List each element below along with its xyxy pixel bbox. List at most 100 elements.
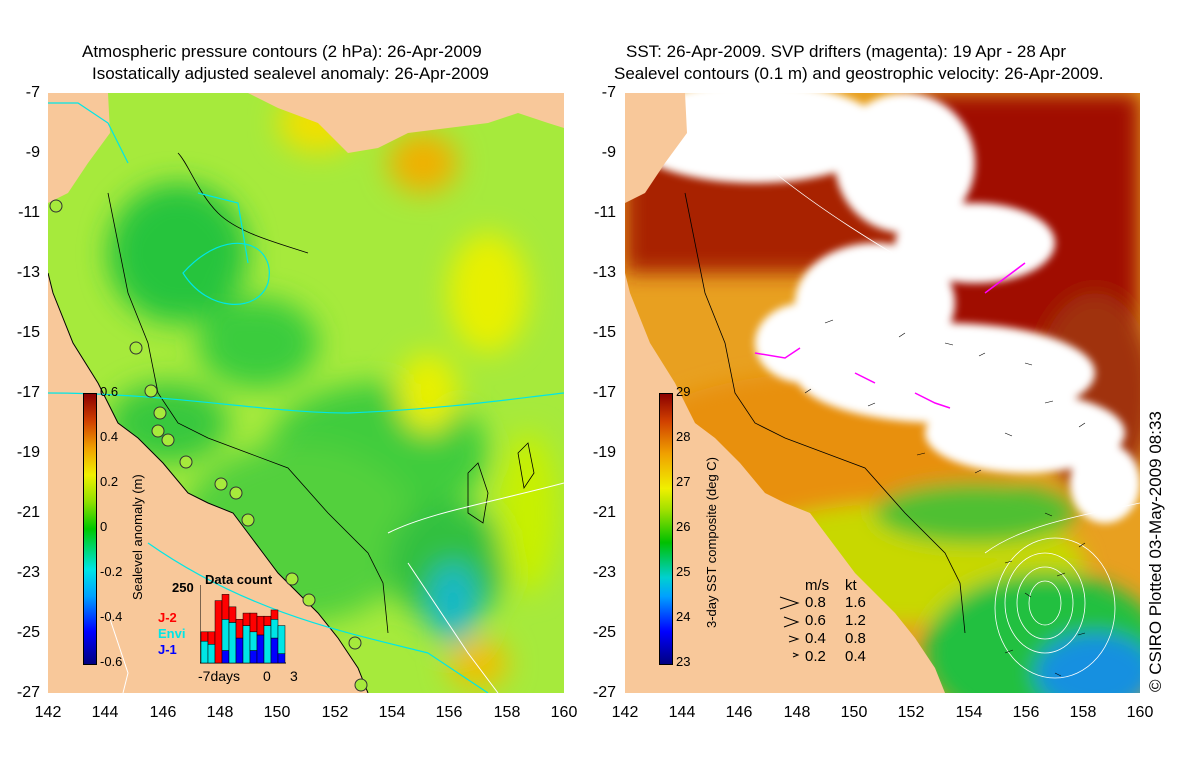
lon-tick: 142 <box>611 704 639 721</box>
cbar-tick: 0.4 <box>100 429 119 444</box>
lon-tick: 148 <box>783 704 811 721</box>
cbar-tick: 28 <box>676 429 691 444</box>
lat-tick: -17 <box>16 384 40 401</box>
png-landmass <box>248 93 564 153</box>
lon-tick: 156 <box>1012 704 1040 721</box>
sealevel-colorbar-label: Sealevel anomaly (m) <box>130 474 145 600</box>
histogram-bar-blue <box>235 637 244 664</box>
histogram-bar-cyan <box>221 619 230 651</box>
histogram-bar-blue <box>221 650 230 664</box>
hist-x-days: -7days <box>198 668 241 684</box>
histogram-bar-cyan <box>277 625 286 654</box>
lon-tick: 150 <box>263 704 291 721</box>
lon-tick: 156 <box>435 704 463 721</box>
sst-colorbar-label: 3-day SST composite (deg C) <box>704 457 719 628</box>
histogram-bar-red <box>242 612 251 626</box>
velocity-kt: 0.8 <box>845 630 866 647</box>
velocity-ms: 0.4 <box>805 630 826 647</box>
histogram-bar-cyan <box>228 622 237 664</box>
sst-map <box>625 93 1140 693</box>
sealevel-contours <box>774 172 1140 679</box>
histogram-bar-red <box>270 609 279 620</box>
cbar-tick: 29 <box>676 384 691 399</box>
lat-tick: -25 <box>592 624 616 641</box>
histogram-bar-blue <box>277 653 286 664</box>
lon-tick: 160 <box>550 704 578 721</box>
svp-drifter-tracks <box>754 262 1026 409</box>
lat-tick: -15 <box>16 324 40 341</box>
histogram-bar-red <box>256 615 265 636</box>
histogram-bar-cyan <box>249 631 258 651</box>
velocity-kt: 1.2 <box>845 612 866 629</box>
copyright-notice: © CSIRO Plotted 03-May-2009 08:33 <box>1146 411 1165 692</box>
hist-x-zero: 0 <box>263 668 271 684</box>
lat-tick: -11 <box>18 204 40 221</box>
cloud-mask <box>625 93 1140 523</box>
lat-tick: -9 <box>25 144 40 161</box>
sealevel-colorbar <box>83 393 97 665</box>
velocity-units-ms: m/s <box>805 577 830 594</box>
histogram-bar-red <box>200 631 209 642</box>
cbar-tick: 27 <box>676 474 691 489</box>
australia-coastline <box>48 273 368 693</box>
lon-tick: 152 <box>897 704 925 721</box>
data-count-histogram <box>200 585 286 664</box>
lat-tick: -13 <box>16 264 40 281</box>
histogram-bar-red <box>235 619 244 639</box>
histogram-bar-red <box>214 600 223 664</box>
histogram-bar-blue <box>270 637 279 664</box>
satellite-j2-label: J-2 <box>158 610 177 625</box>
left-title-line1: Atmospheric pressure contours (2 hPa): 2… <box>82 42 482 61</box>
sealevel-map <box>48 93 564 693</box>
histogram-bar-blue <box>249 650 258 664</box>
cbar-tick: 0.2 <box>100 474 119 489</box>
cbar-tick: -0.4 <box>100 609 123 624</box>
lon-tick: 158 <box>1069 704 1097 721</box>
lon-tick: 148 <box>206 704 234 721</box>
lon-tick: 142 <box>34 704 62 721</box>
lat-tick: -25 <box>16 624 40 641</box>
cbar-tick: 0.6 <box>100 384 119 399</box>
cbar-tick: 0 <box>100 519 108 534</box>
satellite-envi-label: Envi <box>158 626 186 641</box>
data-count-title: Data count <box>205 572 273 587</box>
histogram-bar-cyan <box>200 640 209 664</box>
zero-contour <box>387 482 564 534</box>
velocity-ms: 0.8 <box>805 594 826 611</box>
histogram-bar-red <box>228 606 237 623</box>
lat-tick: -7 <box>601 84 616 101</box>
velocity-units-kt: kt <box>845 577 857 594</box>
lat-tick: -17 <box>592 384 616 401</box>
cbar-tick: -0.2 <box>100 564 123 579</box>
cbar-tick: 24 <box>676 609 691 624</box>
histogram-bar-cyan <box>270 619 279 639</box>
tide-gauge-markers <box>49 199 368 692</box>
velocity-kt: 0.4 <box>845 648 866 665</box>
pressure-contour <box>48 392 564 414</box>
lon-tick: 152 <box>321 704 349 721</box>
histogram-bar-red <box>249 612 258 633</box>
velocity-kt: 1.6 <box>845 594 866 611</box>
lat-tick: -15 <box>592 324 616 341</box>
histogram-bar-red <box>263 615 272 626</box>
data-count-max: 250 <box>172 580 194 595</box>
sst-colorbar <box>659 393 673 665</box>
lat-tick: -19 <box>16 444 40 461</box>
lon-tick: 154 <box>378 704 406 721</box>
lat-tick: -7 <box>25 84 40 101</box>
histogram-bar-cyan <box>207 644 216 664</box>
velocity-legend-arrows <box>779 596 800 658</box>
lat-tick: -11 <box>594 204 616 221</box>
lat-tick: -23 <box>16 564 40 581</box>
velocity-ms: 0.2 <box>805 648 826 665</box>
right-title-line1: SST: 26-Apr-2009. SVP drifters (magenta)… <box>626 42 1067 61</box>
histogram-bar-red <box>207 631 216 645</box>
lat-tick: -27 <box>592 684 616 701</box>
lon-tick: 146 <box>725 704 753 721</box>
cbar-tick: 25 <box>676 564 691 579</box>
lon-tick: 158 <box>493 704 521 721</box>
lon-tick: 154 <box>955 704 983 721</box>
lon-tick: 160 <box>1126 704 1154 721</box>
hist-x-three: 3 <box>290 668 298 684</box>
right-title-line2: Sealevel contours (0.1 m) and geostrophi… <box>614 64 1104 83</box>
